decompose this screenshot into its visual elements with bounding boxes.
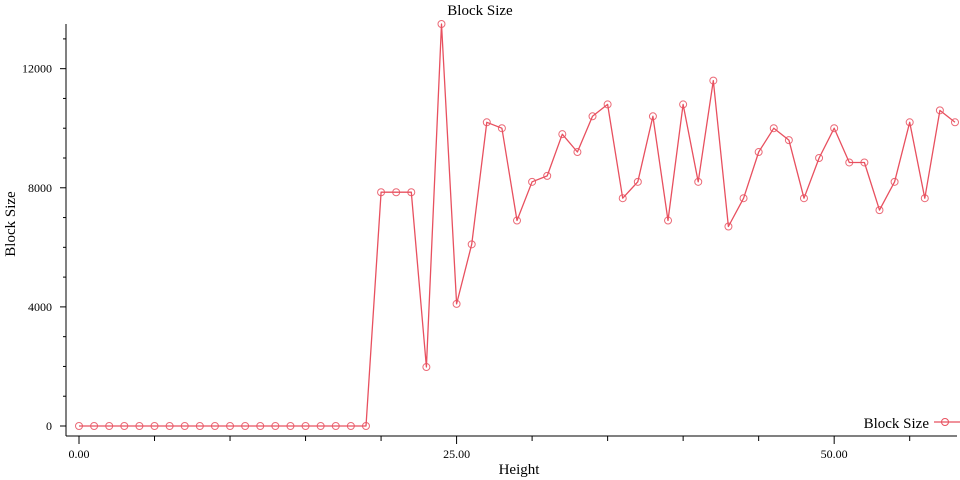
- data-point: [648, 112, 657, 121]
- data-point: [361, 422, 370, 430]
- data-point: [286, 422, 295, 430]
- data-point: [573, 148, 582, 157]
- x-tick-label: 25.00: [443, 447, 470, 461]
- data-point: [890, 177, 899, 186]
- x-axis-title: Height: [499, 462, 541, 478]
- data-point: [407, 188, 416, 197]
- y-tick-label: 8000: [28, 181, 52, 195]
- data-point: [105, 422, 114, 430]
- data-point: [210, 422, 219, 430]
- data-point: [633, 177, 642, 186]
- y-axis-title: Block Size: [3, 191, 19, 257]
- data-point: [754, 148, 763, 157]
- data-point: [316, 422, 325, 430]
- data-point: [195, 422, 204, 430]
- legend-marker-swatch: [941, 418, 949, 426]
- data-point: [679, 100, 688, 109]
- data-point: [528, 177, 537, 186]
- data-point: [558, 130, 567, 139]
- data-point: [301, 422, 310, 430]
- data-point: [165, 422, 174, 430]
- x-axis: 0.00 25.00 50.00: [66, 435, 957, 461]
- data-point: [482, 118, 491, 127]
- data-point: [860, 158, 869, 167]
- data-point: [150, 422, 159, 430]
- x-tick-label: 50.00: [821, 447, 848, 461]
- legend-label: Block Size: [864, 416, 930, 432]
- data-point: [769, 124, 778, 133]
- data-point: [422, 363, 431, 372]
- data-point: [226, 422, 235, 430]
- data-point: [256, 422, 265, 430]
- data-point: [875, 206, 884, 215]
- data-point: [543, 171, 552, 180]
- data-point: [135, 422, 144, 430]
- data-point: [784, 136, 793, 145]
- data-point: [905, 118, 914, 127]
- data-point: [437, 20, 446, 28]
- data-point: [180, 422, 189, 430]
- x-tick-label: 0.00: [69, 447, 90, 461]
- data-point: [815, 154, 824, 162]
- legend: Block Size: [864, 416, 960, 432]
- data-point: [331, 422, 340, 430]
- data-point: [90, 422, 99, 430]
- data-point: [392, 188, 401, 197]
- series-line: [79, 23, 956, 427]
- y-tick-label: 4000: [28, 300, 52, 314]
- data-point: [497, 124, 506, 133]
- data-point: [588, 112, 597, 121]
- data-point: [241, 422, 250, 430]
- chart-title: Block Size: [447, 3, 513, 19]
- data-point: [724, 222, 733, 231]
- data-point: [603, 100, 612, 109]
- y-axis: 0 4000 8000 12000: [22, 24, 67, 436]
- data-point: [951, 118, 959, 127]
- data-point: [694, 177, 703, 186]
- data-point: [830, 124, 839, 133]
- y-tick-label: 12000: [22, 62, 52, 76]
- data-point: [513, 216, 521, 225]
- data-point: [618, 194, 627, 203]
- y-tick-label: 0: [46, 419, 52, 433]
- data-point: [120, 422, 129, 430]
- data-point: [467, 240, 476, 249]
- data-point: [739, 194, 748, 203]
- series-layer: [75, 20, 959, 430]
- data-point: [377, 188, 386, 197]
- data-point: [920, 194, 929, 203]
- data-point: [271, 422, 280, 430]
- data-point: [845, 158, 854, 167]
- data-point: [935, 106, 944, 115]
- data-point: [709, 76, 718, 85]
- data-point: [799, 194, 808, 203]
- data-point: [75, 422, 83, 430]
- data-point: [664, 216, 673, 225]
- data-point: [346, 422, 355, 430]
- data-point: [452, 299, 461, 308]
